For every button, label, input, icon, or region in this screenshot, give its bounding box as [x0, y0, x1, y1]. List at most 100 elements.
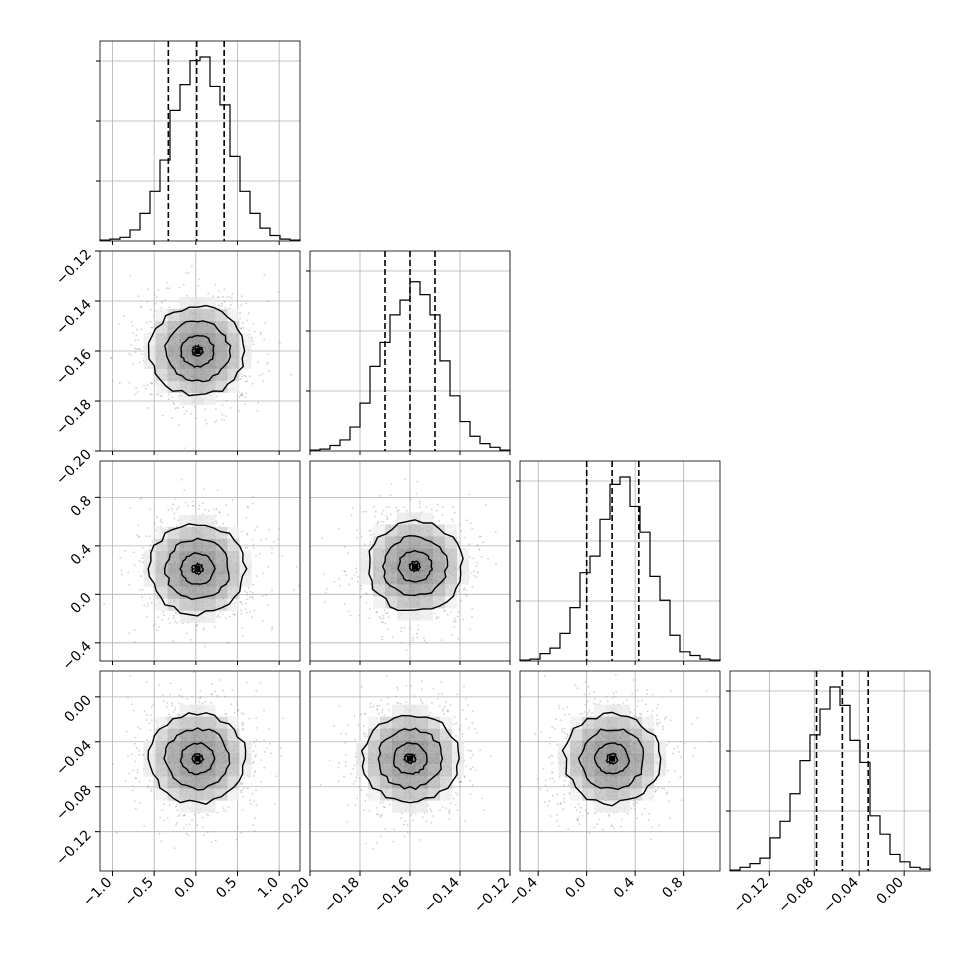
scatter-point — [392, 840, 395, 843]
scatter-point — [380, 617, 382, 620]
scatter-point — [343, 603, 346, 605]
scatter-point — [157, 626, 160, 628]
scatter-point — [381, 621, 384, 624]
scatter-point — [132, 362, 134, 365]
scatter-point — [380, 698, 383, 701]
scatter-point — [225, 504, 228, 506]
scatter-point — [217, 614, 220, 616]
pair-content — [112, 671, 284, 850]
scatter-point — [155, 296, 158, 299]
density-cell — [191, 574, 204, 587]
scatter-point — [223, 419, 226, 421]
scatter-point — [138, 535, 140, 537]
scatter-point — [223, 288, 226, 291]
scatter-point — [192, 504, 194, 507]
scatter-point — [240, 712, 243, 715]
scatter-point — [155, 394, 158, 396]
scatter-point — [251, 382, 254, 385]
scatter-point — [240, 601, 243, 603]
scatter-point — [146, 384, 149, 386]
scatter-point — [347, 724, 350, 727]
scatter-point — [258, 374, 261, 377]
scatter-point — [241, 375, 243, 378]
scatter-point — [110, 357, 112, 359]
scatter-point — [145, 681, 148, 683]
density-cell — [392, 800, 404, 813]
scatter-point — [141, 596, 144, 599]
scatter-point — [469, 522, 472, 525]
scatter-point — [159, 816, 162, 819]
scatter-point — [440, 681, 443, 683]
scatter-point — [132, 551, 135, 554]
scatter-point — [142, 547, 144, 549]
scatter-point — [369, 706, 372, 708]
density-cell — [215, 598, 228, 611]
scatter-point — [451, 634, 453, 637]
scatter-point — [212, 295, 214, 297]
scatter-point — [382, 615, 385, 617]
scatter-point — [379, 816, 382, 818]
scatter-point — [265, 538, 268, 540]
scatter-point — [453, 797, 455, 800]
density-cell — [215, 550, 228, 563]
density-cell — [457, 560, 469, 573]
scatter-point — [220, 304, 223, 307]
scatter-point — [253, 330, 256, 333]
scatter-point — [230, 703, 233, 706]
density-cell — [397, 536, 409, 549]
density-cell — [227, 728, 240, 741]
scatter-point — [248, 329, 251, 332]
scatter-point — [138, 780, 141, 783]
scatter-point — [241, 634, 244, 637]
scatter-point — [471, 710, 474, 713]
scatter-point — [359, 588, 362, 590]
density-cell — [227, 550, 240, 563]
scatter-point — [230, 297, 233, 300]
scatter-point — [178, 286, 181, 289]
scatter-point — [254, 755, 257, 758]
scatter-point — [244, 375, 247, 378]
scatter-point — [466, 519, 468, 522]
scatter-point — [468, 727, 470, 729]
scatter-point — [354, 804, 356, 807]
scatter-point — [405, 509, 408, 512]
density-cell — [368, 788, 380, 801]
scatter-point — [393, 828, 395, 831]
scatter-point — [252, 322, 255, 325]
scatter-point — [462, 709, 464, 712]
density-cell — [215, 740, 228, 753]
density-cell — [227, 357, 240, 369]
density-cell — [404, 716, 416, 729]
scatter-point — [465, 765, 467, 768]
scatter-point — [137, 347, 140, 350]
scatter-point — [338, 527, 340, 530]
scatter-point — [150, 788, 153, 790]
scatter-point — [372, 705, 375, 708]
density-cell — [179, 788, 192, 801]
density-cell — [143, 550, 156, 563]
scatter-point — [386, 612, 389, 614]
scatter-point — [171, 508, 173, 510]
density-cell — [143, 740, 156, 753]
scatter-point — [271, 628, 273, 631]
scatter-point — [245, 517, 248, 520]
scatter-point — [420, 680, 423, 682]
density-cell — [191, 586, 204, 599]
scatter-point — [356, 797, 358, 800]
scatter-point — [377, 712, 380, 715]
density-cell — [380, 776, 392, 789]
scatter-point — [223, 809, 225, 812]
scatter-point — [140, 328, 143, 331]
scatter-point — [177, 506, 180, 509]
scatter-point — [651, 693, 654, 696]
scatter-point — [417, 624, 420, 627]
scatter-point — [356, 580, 359, 583]
scatter-point — [214, 283, 217, 286]
scatter-point — [181, 703, 184, 705]
scatter-point — [181, 695, 183, 697]
scatter-point — [157, 289, 159, 291]
density-cell — [167, 309, 180, 321]
scatter-point — [281, 717, 284, 720]
scatter-point — [174, 498, 177, 501]
density-cell — [167, 788, 180, 801]
